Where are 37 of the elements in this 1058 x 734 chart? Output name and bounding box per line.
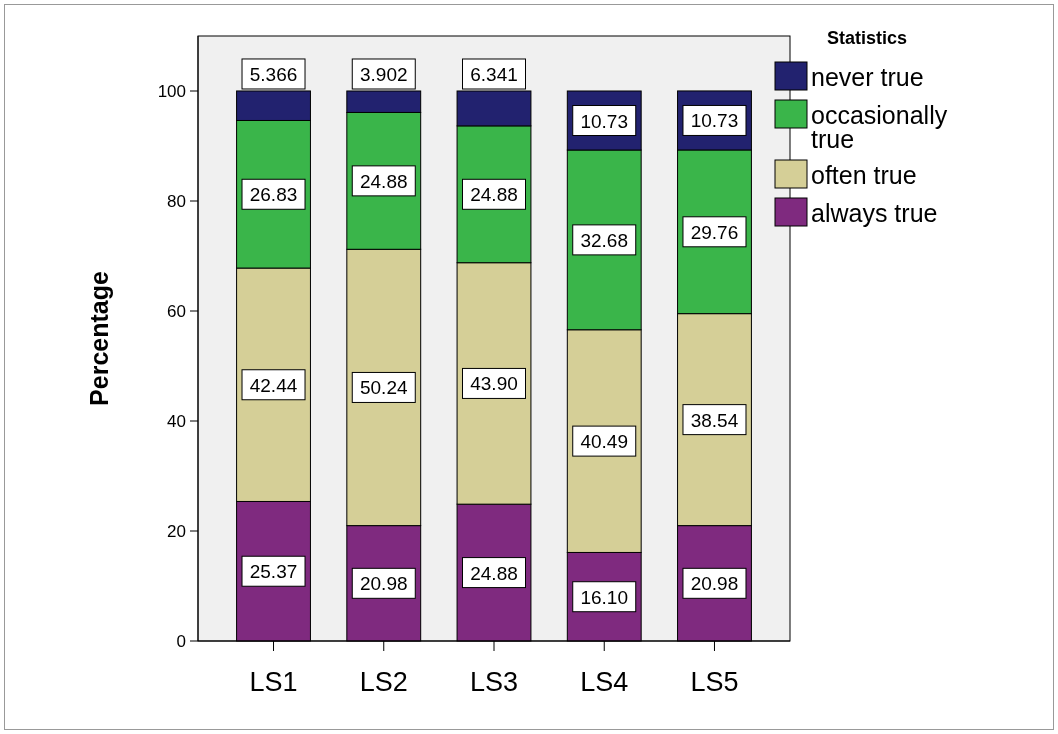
x-tick-label: LS2: [359, 667, 408, 697]
y-tick-label: 80: [167, 192, 186, 211]
x-tick-label: LS5: [690, 667, 739, 697]
data-label: 3.902: [359, 63, 408, 85]
data-label: 24.88: [470, 184, 518, 206]
data-label: 24.88: [470, 562, 518, 584]
legend-label: often true: [811, 161, 917, 189]
data-label: 43.90: [470, 373, 518, 395]
data-label: 32.68: [580, 229, 629, 251]
legend-title: Statistics: [827, 28, 908, 48]
y-tick-label: 20: [167, 522, 186, 541]
legend-label: occasionally true: [811, 101, 948, 153]
data-label: 40.49: [580, 431, 629, 453]
data-label: 6.341: [470, 63, 518, 85]
data-label: 38.54: [690, 409, 739, 431]
data-label: 29.76: [690, 221, 739, 243]
x-tick-label: LS1: [249, 667, 298, 697]
legend-label: never true: [811, 63, 924, 91]
data-label: 5.366: [249, 63, 298, 85]
data-label: 42.44: [249, 374, 298, 396]
data-label: 50.24: [359, 377, 408, 399]
data-label: 16.10: [580, 586, 629, 608]
y-tick-label: 40: [167, 412, 186, 431]
data-label: 10.73: [690, 110, 739, 132]
data-label: 10.73: [580, 110, 629, 132]
y-tick-label: 100: [157, 82, 186, 101]
data-label: 20.98: [359, 573, 408, 595]
data-label: 26.83: [249, 184, 298, 206]
y-tick-label: 0: [176, 632, 186, 651]
data-label: 25.37: [249, 561, 298, 583]
x-tick-label: LS3: [469, 667, 519, 697]
data-label: 20.98: [690, 573, 739, 595]
data-label: 24.88: [359, 170, 408, 192]
y-axis-title: Percentage: [85, 271, 113, 406]
y-tick-label: 60: [167, 302, 186, 321]
x-tick-label: LS4: [580, 667, 629, 697]
legend-label: always true: [811, 199, 938, 227]
